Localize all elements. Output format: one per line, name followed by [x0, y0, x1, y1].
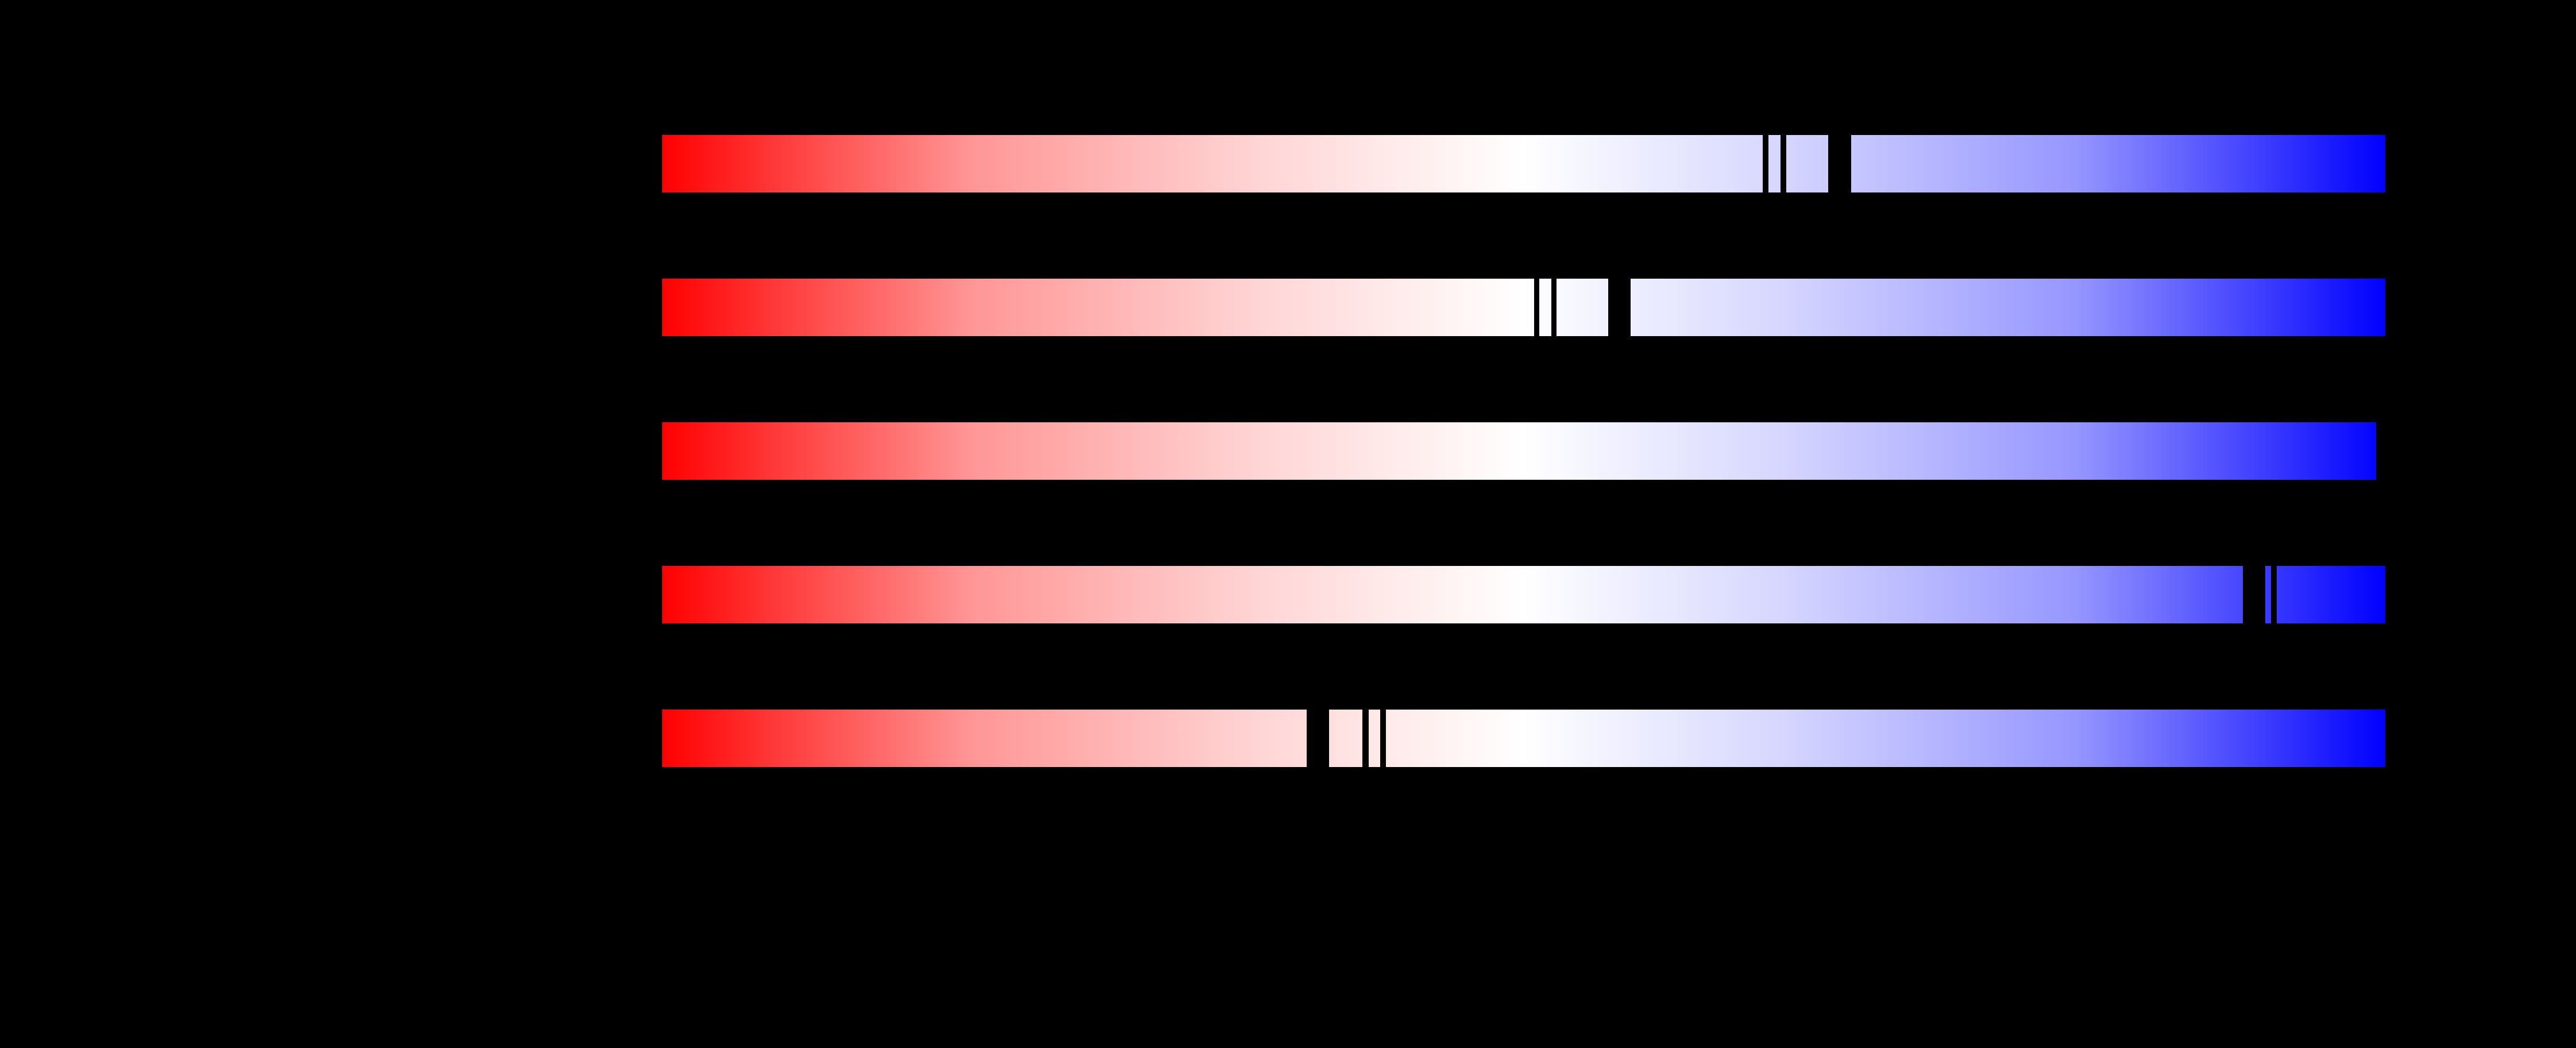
marker-line-wide: [1307, 710, 1329, 767]
marker-line-thin: [1534, 279, 1539, 336]
gradient-bar: [662, 422, 2376, 480]
marker-line-thin: [1781, 135, 1786, 192]
marker-line-thin: [1362, 710, 1369, 767]
marker-line-wide: [1608, 279, 1631, 336]
gradient-bar: [662, 710, 2385, 767]
marker-line-thin: [1763, 135, 1768, 192]
marker-line-wide: [1828, 135, 1851, 192]
gradient-bar: [662, 566, 2385, 623]
marker-line-thin: [1551, 279, 1557, 336]
gradient-bar: [662, 279, 2385, 336]
marker-line-thin: [2271, 566, 2277, 623]
gradient-bar: [662, 135, 2385, 192]
marker-line-thin: [1380, 710, 1386, 767]
marker-line-wide: [2243, 566, 2265, 623]
